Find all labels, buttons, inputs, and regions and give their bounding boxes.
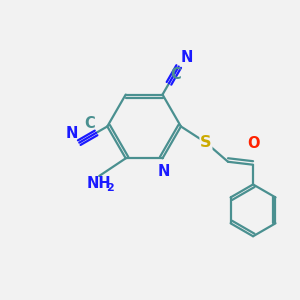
Text: 2: 2: [106, 183, 114, 193]
Text: N: N: [180, 50, 193, 65]
Text: C: C: [84, 116, 94, 131]
Text: NH: NH: [87, 176, 112, 191]
Text: O: O: [247, 136, 259, 152]
Text: S: S: [200, 135, 212, 150]
Text: N: N: [65, 126, 78, 141]
Text: N: N: [158, 164, 170, 178]
Text: C: C: [170, 67, 181, 82]
